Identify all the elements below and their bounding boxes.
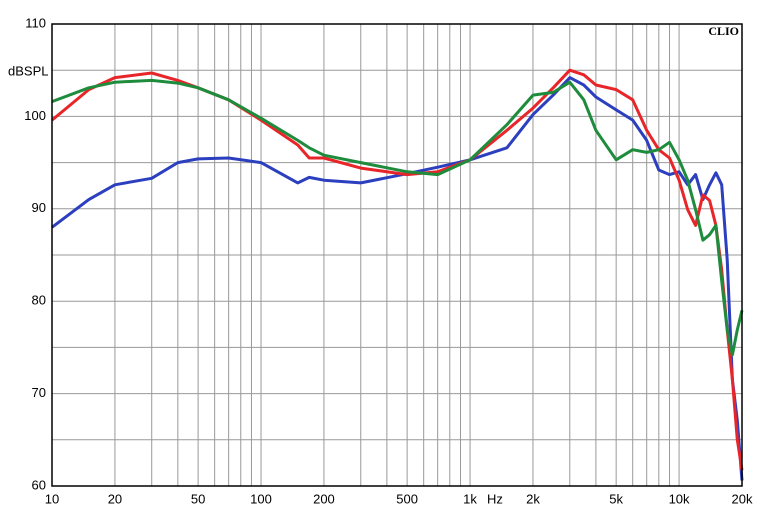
x-tick-label: 500: [396, 491, 418, 506]
plot-frame: [51, 23, 743, 487]
series-line: [51, 76, 744, 481]
y-tick-label: 80: [32, 293, 46, 308]
x-tick-label: 10k: [669, 491, 690, 506]
x-tick-label: 100: [250, 491, 272, 506]
brand-label: CLIO: [708, 24, 739, 38]
x-tick-label: 1k: [463, 491, 477, 506]
x-tick-label: 2k: [526, 491, 540, 506]
y-tick-label: 90: [32, 200, 46, 215]
x-tick-label: 20: [108, 491, 122, 506]
y-tick-label: 60: [32, 477, 46, 492]
x-tick-label: 20k: [732, 491, 753, 506]
y-tick-label: 110: [25, 15, 46, 30]
x-tick-label: 5k: [609, 491, 623, 506]
y-tick-label: 100: [24, 108, 46, 123]
x-axis-label: Hz: [487, 491, 503, 506]
series-line: [51, 78, 744, 357]
y-axis-label: dBSPL: [8, 63, 48, 78]
x-tick-label: 50: [191, 491, 205, 506]
y-tick-label: 70: [32, 385, 46, 400]
x-tick-label: 10: [45, 491, 59, 506]
x-tick-label: 200: [313, 491, 335, 506]
